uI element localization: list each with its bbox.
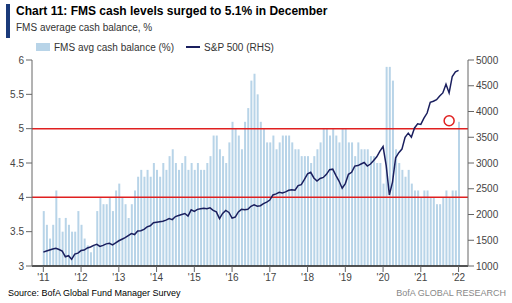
svg-text:4500: 4500 — [476, 80, 499, 91]
html-text:Source: BofA Global Fund Manag: Source: BofA Global Fund Manager Survey — [8, 288, 181, 298]
svg-text:3000: 3000 — [476, 158, 499, 169]
svg-text:'15: '15 — [188, 272, 201, 283]
svg-text:2500: 2500 — [476, 183, 499, 194]
svg-text:'16: '16 — [226, 272, 239, 283]
html-text:FMS avg cash balance (%): FMS avg cash balance (%) — [54, 41, 175, 53]
svg-text:4.5: 4.5 — [10, 158, 24, 169]
html-text:S&P 500 (RHS): S&P 500 (RHS) — [204, 41, 274, 53]
svg-text:'20: '20 — [377, 272, 390, 283]
svg-text:5000: 5000 — [476, 55, 499, 66]
svg-text:'21: '21 — [414, 272, 427, 283]
svg-text:5.5: 5.5 — [10, 89, 24, 100]
svg-text:'14: '14 — [150, 272, 163, 283]
svg-text:'22: '22 — [452, 272, 465, 283]
svg-text:3.5: 3.5 — [10, 226, 24, 237]
html-text:FMS average cash balance, %: FMS average cash balance, % — [16, 22, 153, 33]
svg-text:6: 6 — [18, 55, 24, 66]
svg-text:5: 5 — [18, 123, 24, 134]
svg-text:'19: '19 — [339, 272, 352, 283]
svg-text:3: 3 — [18, 261, 24, 272]
svg-text:'18: '18 — [301, 272, 314, 283]
html-text:BofA GLOBAL RESEARCH: BofA GLOBAL RESEARCH — [396, 288, 506, 298]
svg-text:'17: '17 — [263, 272, 276, 283]
svg-text:'11: '11 — [37, 272, 50, 283]
svg-text:2000: 2000 — [476, 209, 499, 220]
html-text:Chart 11: FMS cash levels surg: Chart 11: FMS cash levels surged to 5.1%… — [16, 4, 328, 18]
svg-text:4000: 4000 — [476, 106, 499, 117]
svg-text:'12: '12 — [75, 272, 88, 283]
svg-text:3500: 3500 — [476, 132, 499, 143]
svg-text:1500: 1500 — [476, 235, 499, 246]
svg-text:'13: '13 — [112, 272, 125, 283]
svg-text:4: 4 — [18, 192, 24, 203]
svg-text:1000: 1000 — [476, 261, 499, 272]
